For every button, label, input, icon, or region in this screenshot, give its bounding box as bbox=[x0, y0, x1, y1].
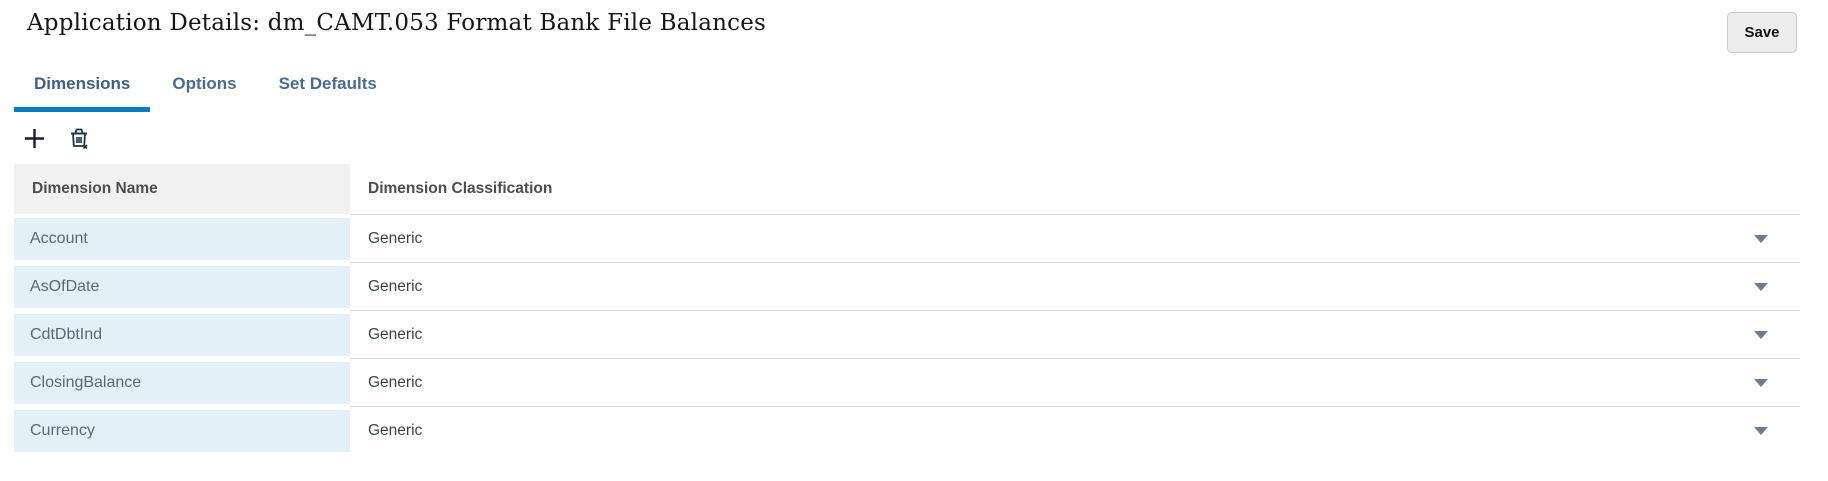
tab-options[interactable]: Options bbox=[172, 74, 237, 93]
dimension-name-cell[interactable]: AsOfDate bbox=[14, 262, 350, 310]
dropdown-arrow-icon[interactable] bbox=[1754, 426, 1768, 435]
dimensions-table: Dimension Name Dimension Classification … bbox=[14, 164, 1800, 454]
dimension-name-cell[interactable]: Currency bbox=[14, 406, 350, 454]
dropdown-arrow-icon[interactable] bbox=[1754, 378, 1768, 387]
dropdown-arrow-icon[interactable] bbox=[1754, 282, 1768, 291]
page-title: Application Details: dm_CAMT.053 Format … bbox=[27, 10, 767, 36]
tab-bar: Dimensions Options Set Defaults bbox=[0, 64, 1828, 112]
save-button[interactable]: Save bbox=[1727, 12, 1797, 53]
classification-dropdown[interactable]: Generic bbox=[350, 310, 1800, 358]
table-header-row: Dimension Name Dimension Classification bbox=[14, 164, 1800, 214]
page-header: Application Details: dm_CAMT.053 Format … bbox=[0, 0, 1828, 58]
dropdown-arrow-icon[interactable] bbox=[1754, 234, 1768, 243]
tab-set-defaults[interactable]: Set Defaults bbox=[278, 74, 377, 93]
classification-dropdown[interactable]: Generic bbox=[350, 358, 1800, 406]
tab-dimensions[interactable]: Dimensions bbox=[14, 64, 151, 112]
dropdown-arrow-icon[interactable] bbox=[1754, 330, 1768, 339]
classification-value: Generic bbox=[368, 277, 423, 295]
table-row: Currency Generic bbox=[14, 406, 1800, 454]
classification-dropdown[interactable]: Generic bbox=[350, 214, 1800, 262]
table-row: ClosingBalance Generic bbox=[14, 358, 1800, 406]
table-row: Account Generic bbox=[14, 214, 1800, 262]
dimension-name-cell[interactable]: CdtDbtInd bbox=[14, 310, 350, 358]
column-header-dimension-classification: Dimension Classification bbox=[350, 164, 1800, 214]
dimension-name-cell[interactable]: ClosingBalance bbox=[14, 358, 350, 406]
table-row: AsOfDate Generic bbox=[14, 262, 1800, 310]
column-header-dimension-name: Dimension Name bbox=[14, 164, 350, 214]
classification-value: Generic bbox=[368, 229, 423, 247]
classification-value: Generic bbox=[368, 421, 423, 439]
add-dimension-button[interactable] bbox=[23, 127, 46, 150]
dimension-name-cell[interactable]: Account bbox=[14, 214, 350, 262]
delete-dimension-button[interactable] bbox=[67, 126, 91, 150]
classification-dropdown[interactable]: Generic bbox=[350, 406, 1800, 454]
classification-value: Generic bbox=[368, 373, 423, 391]
plus-icon bbox=[23, 128, 46, 153]
table-toolbar bbox=[0, 112, 1828, 164]
trash-icon bbox=[67, 128, 91, 153]
classification-value: Generic bbox=[368, 325, 423, 343]
classification-dropdown[interactable]: Generic bbox=[350, 262, 1800, 310]
table-row: CdtDbtInd Generic bbox=[14, 310, 1800, 358]
